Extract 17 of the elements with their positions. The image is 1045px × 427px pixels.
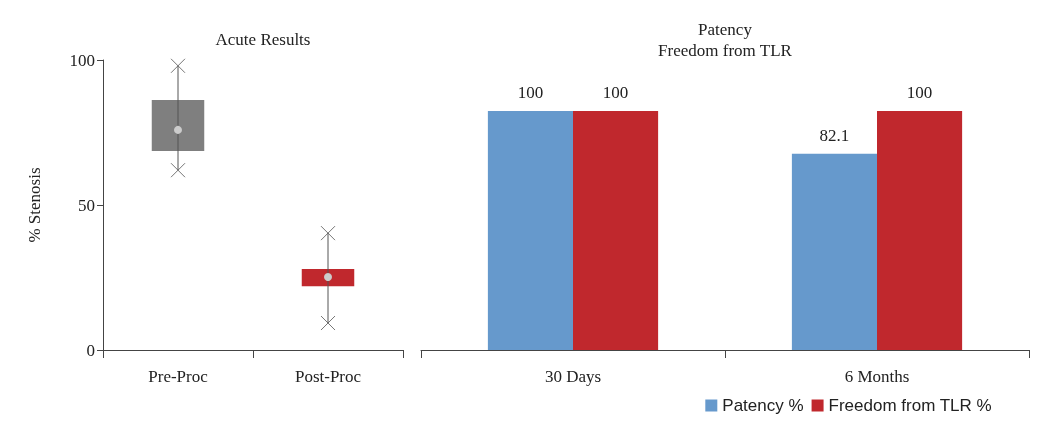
y-tick-label: 50 bbox=[78, 195, 95, 215]
y-tick-label: 0 bbox=[86, 340, 95, 360]
data-label: 100 bbox=[517, 83, 544, 102]
legend-label: Patency % bbox=[722, 396, 804, 415]
legend-label: Freedom from TLR % bbox=[828, 396, 992, 415]
x-tick-label: Post-Proc bbox=[294, 367, 362, 386]
data-label: 82.1 bbox=[819, 125, 850, 145]
data-label: 100 bbox=[906, 83, 933, 102]
data-label: 100 bbox=[602, 83, 629, 102]
y-axis-title: % Stenosis bbox=[25, 167, 44, 243]
chart-title: Patency bbox=[698, 20, 753, 39]
chart-title: Acute Results bbox=[215, 30, 311, 49]
y-tick-label: 100 bbox=[69, 50, 95, 70]
x-tick-label: 6 Months bbox=[844, 367, 910, 386]
x-tick-label: 30 Days bbox=[544, 367, 602, 386]
chart-subtitle: Freedom from TLR bbox=[658, 41, 793, 60]
x-tick-label: Pre-Proc bbox=[148, 367, 209, 386]
